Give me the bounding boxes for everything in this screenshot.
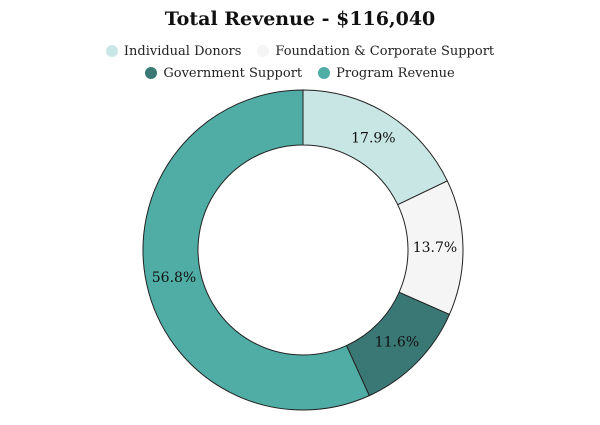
chart-title: Total Revenue - $116,040: [164, 8, 436, 30]
legend-row: Government Support Program Revenue: [0, 62, 600, 84]
donut-slice: [302, 89, 449, 206]
legend-swatch: [257, 45, 270, 57]
legend-item: Program Revenue: [318, 66, 455, 81]
legend: Individual Donors Foundation & Corporate …: [0, 40, 600, 84]
legend-label: Program Revenue: [336, 65, 455, 81]
legend-label: Foundation & Corporate Support: [275, 43, 495, 59]
data-label: 11.6%: [375, 335, 419, 351]
data-label: 13.7%: [413, 240, 457, 256]
legend-swatch: [145, 67, 158, 79]
legend-item: Government Support: [145, 66, 302, 81]
legend-item: Foundation & Corporate Support: [257, 44, 494, 59]
legend-label: Government Support: [163, 65, 303, 81]
donut-slice: [142, 89, 370, 411]
legend-swatch: [105, 45, 118, 57]
legend-label: Individual Donors: [123, 43, 242, 59]
legend-item: Individual Donors: [105, 43, 242, 59]
data-label: 17.9%: [351, 130, 395, 146]
legend-row: Individual Donors Foundation & Corporate …: [0, 40, 600, 62]
data-label: 56.8%: [152, 270, 196, 286]
legend-swatch: [318, 67, 331, 79]
